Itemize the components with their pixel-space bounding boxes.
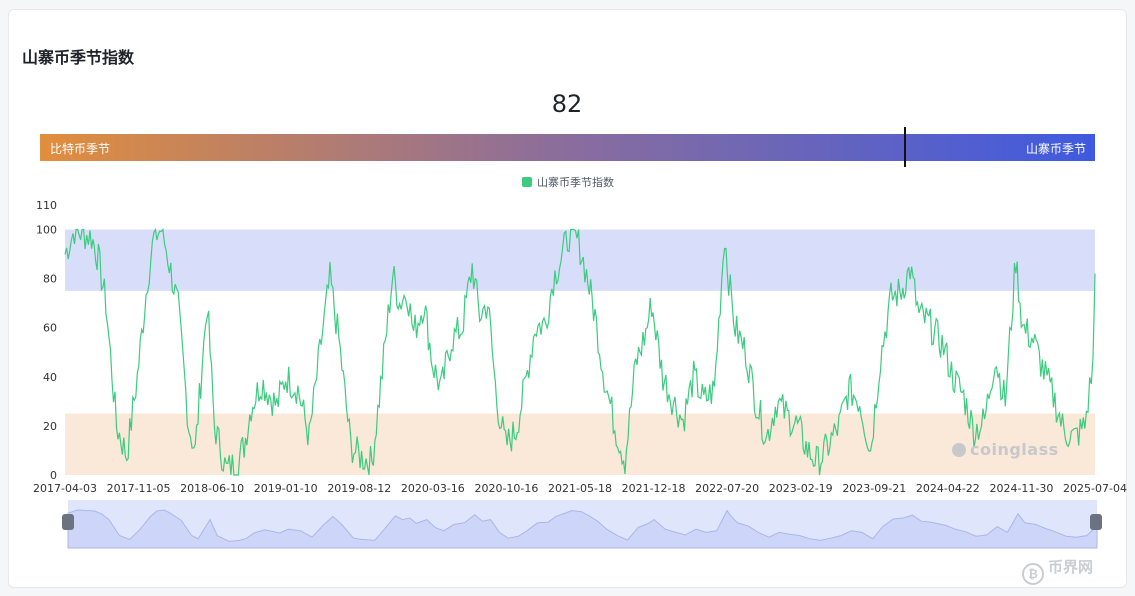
page-title: 山寨币季节指数 [22, 48, 135, 67]
zoom-handle-left[interactable] [62, 514, 74, 530]
season-gauge-bar [40, 134, 1095, 161]
coinglass-logo-icon [952, 443, 966, 457]
x-tick-label-14: 2025-07-04 [1063, 482, 1127, 495]
zoom-handle-right[interactable] [1090, 514, 1102, 530]
x-tick-label-5: 2020-03-16 [401, 482, 465, 495]
x-tick-label-1: 2017-11-05 [107, 482, 171, 495]
site-logo: ₿ 币界网 [1022, 556, 1093, 585]
x-tick-label-11: 2023-09-21 [842, 482, 906, 495]
x-tick-label-3: 2019-01-10 [254, 482, 318, 495]
x-tick-label-6: 2020-10-16 [474, 482, 538, 495]
bitcoin-logo-icon: ₿ [1022, 563, 1044, 585]
x-tick-label-2: 2018-06-10 [180, 482, 244, 495]
y-tick-label-3: 60 [43, 322, 57, 335]
y-tick-label-1: 20 [43, 420, 57, 433]
watermark-text: coinglass [970, 440, 1059, 459]
chart-legend[interactable]: 山寨币季节指数 [522, 174, 614, 190]
zoom-slider-preview [67, 509, 1098, 549]
site-logo-text: 币界网 [1048, 558, 1094, 576]
x-tick-label-10: 2023-02-19 [769, 482, 833, 495]
legend-swatch [522, 177, 532, 187]
bitcoin-season-label: 比特币季节 [50, 142, 111, 156]
altcoin-season-label: 山寨币季节 [1025, 142, 1086, 156]
threshold-band-1 [65, 413, 1095, 475]
index-value: 82 [551, 90, 583, 118]
y-tick-label-2: 40 [43, 371, 57, 384]
legend-label: 山寨币季节指数 [537, 176, 614, 189]
coinglass-watermark: coinglass [952, 440, 1059, 459]
x-tick-label-4: 2019-08-12 [327, 482, 391, 495]
x-tick-label-12: 2024-04-22 [916, 482, 980, 495]
y-tick-label-4: 80 [43, 273, 57, 286]
x-tick-label-8: 2021-12-18 [622, 482, 686, 495]
y-tick-label-5: 100 [36, 224, 57, 237]
x-tick-label-7: 2021-05-18 [548, 482, 612, 495]
series-line-altcoin-index [64, 227, 1096, 476]
x-tick-label-0: 2017-04-03 [33, 482, 97, 495]
gauge-marker [904, 127, 907, 167]
x-tick-label-9: 2022-07-20 [695, 482, 759, 495]
x-tick-label-13: 2024-11-30 [989, 482, 1053, 495]
y-tick-label-6: 110 [36, 199, 57, 212]
y-tick-label-0: 0 [50, 469, 57, 482]
panel-card [8, 9, 1127, 588]
